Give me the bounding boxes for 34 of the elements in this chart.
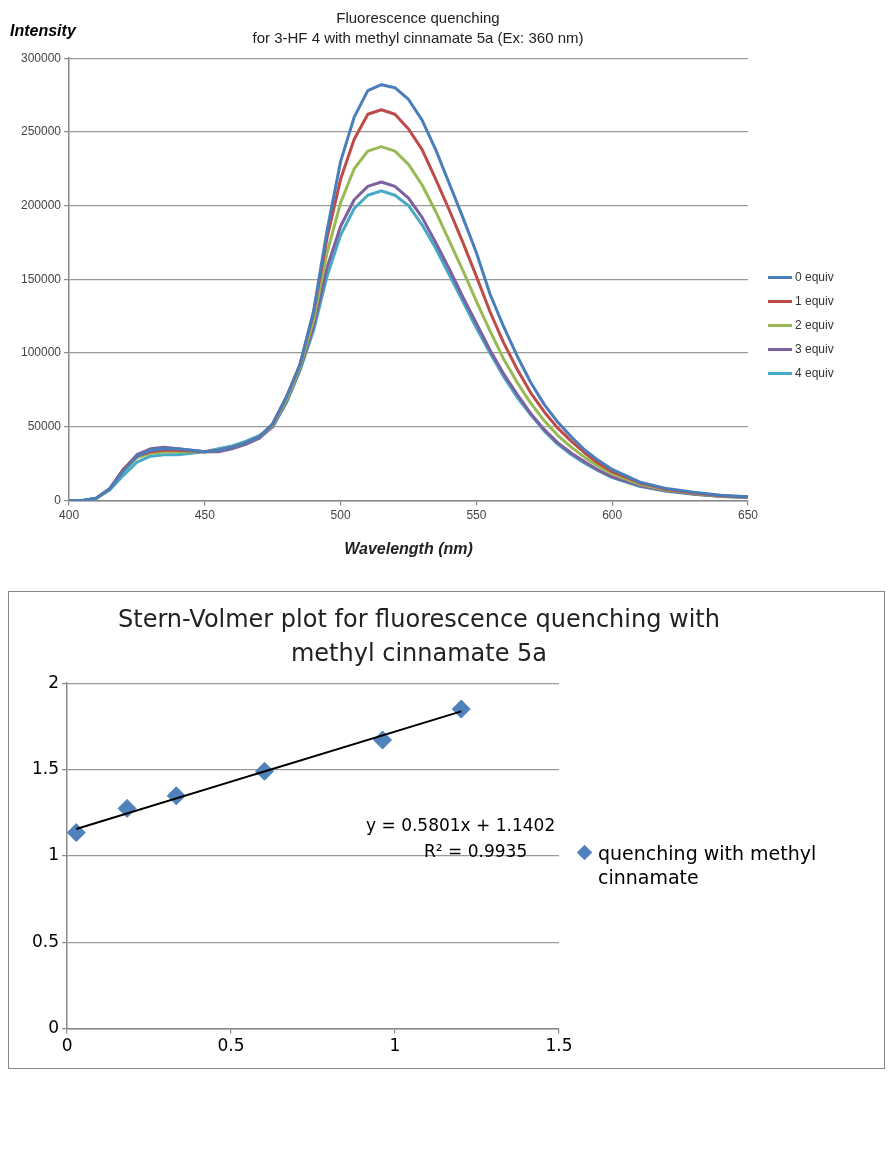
x-tick-label: 400: [59, 507, 80, 522]
x-tick-label: 1.5: [545, 1035, 573, 1056]
y-tick-label: 200000: [21, 197, 62, 212]
annotation: y = 0.5801x + 1.1402: [366, 814, 556, 835]
x-tick-label: 650: [737, 507, 759, 522]
y-tick-label: 2: [48, 671, 60, 692]
x-tick-label: 600: [602, 507, 623, 522]
y-tick-label: 1.5: [31, 757, 60, 778]
x-tick-label: 500: [330, 507, 351, 522]
y-tick-label: 50000: [27, 419, 62, 434]
x-tick-label: 550: [466, 507, 487, 522]
chart-title: Stern-Volmer plot for fluorescence quenching with methyl cinnamate 5a: [117, 604, 721, 669]
y-tick-label: 0.5: [31, 930, 60, 951]
legend-label: 3 equiv: [795, 342, 834, 357]
x-axis-title: Wavelength (nm): [344, 539, 473, 557]
annotation: R² = 0.9935: [424, 840, 528, 861]
chart-subtitle: for 3-HF 4 with methyl cinnamate 5a (Ex: 360 nm): [252, 29, 584, 46]
legend-label: 1 equiv: [795, 294, 834, 309]
x-tick-label: 0.5: [217, 1035, 245, 1056]
legend-label: 2 equiv: [795, 318, 834, 333]
legend-label: 0 equiv: [795, 270, 834, 285]
legend-label: 4 equiv: [795, 366, 834, 381]
y-tick-label: 250000: [21, 124, 62, 139]
y-tick-label: 100000: [21, 345, 62, 360]
y-tick-label: 300000: [21, 50, 62, 65]
legend-label: quenching with methyl cinnamate: [598, 841, 818, 889]
x-tick-label: 1: [389, 1035, 401, 1056]
y-tick-label: 1: [48, 844, 60, 865]
x-tick-label: 450: [194, 507, 216, 522]
y-tick-label: 0: [54, 492, 62, 507]
y-axis-title: Intensity: [10, 22, 76, 40]
y-tick-label: 0: [48, 1017, 60, 1038]
chart-title: Fluorescence quenching: [336, 9, 500, 26]
y-tick-label: 150000: [21, 271, 62, 286]
